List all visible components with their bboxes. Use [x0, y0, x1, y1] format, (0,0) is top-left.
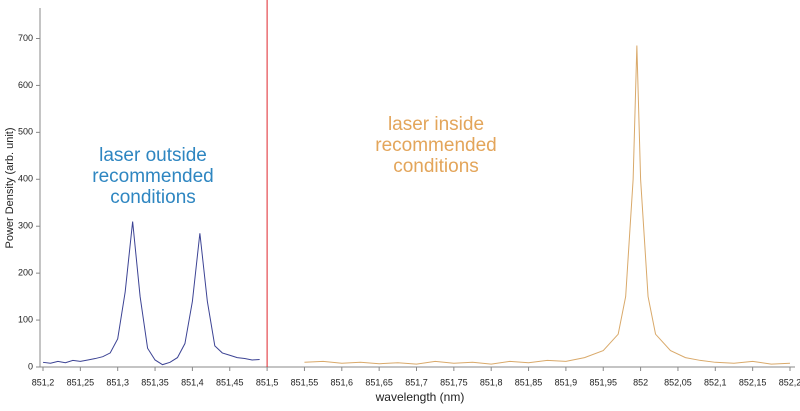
line-series [304, 45, 791, 365]
line-series [42, 221, 260, 366]
x-tick-label: 851,25 [67, 377, 95, 387]
x-tick-label: 851,2 [32, 377, 55, 387]
annotation: recommended [92, 166, 213, 187]
x-tick-label: 851,8 [480, 377, 503, 387]
x-tick-label: 852,2 [779, 377, 800, 387]
x-tick-label: 851,65 [365, 377, 393, 387]
y-tick-label: 500 [18, 127, 33, 137]
x-tick-label: 851,3 [106, 377, 129, 387]
y-tick-label: 600 [18, 80, 33, 90]
y-tick-label: 0 [28, 361, 33, 371]
x-tick-label: 851,55 [291, 377, 319, 387]
x-tick-label: 851,95 [589, 377, 617, 387]
x-tick-label: 851,35 [141, 377, 169, 387]
y-tick-label: 700 [18, 33, 33, 43]
x-tick-label: 851,7 [405, 377, 428, 387]
annotation: laser outside [99, 145, 207, 166]
x-axis-label: wavelength (nm) [375, 390, 465, 404]
x-tick-label: 851,45 [216, 377, 244, 387]
x-tick-label: 851,4 [181, 377, 204, 387]
annotation: conditions [110, 187, 196, 208]
x-tick-label: 851,5 [256, 377, 279, 387]
x-tick-label: 852,1 [704, 377, 727, 387]
annotation: conditions [393, 156, 479, 177]
x-tick-label: 852 [633, 377, 648, 387]
x-tick-label: 851,75 [440, 377, 468, 387]
y-tick-label: 400 [18, 174, 33, 184]
y-tick-label: 200 [18, 268, 33, 278]
y-tick-label: 300 [18, 221, 33, 231]
y-axis-label: Power Density (arb. unit) [4, 127, 16, 248]
annotation: recommended [375, 135, 496, 156]
y-tick-label: 100 [18, 314, 33, 324]
x-tick-label: 851,6 [331, 377, 354, 387]
x-tick-label: 851,9 [555, 377, 578, 387]
x-tick-label: 852,15 [739, 377, 767, 387]
x-tick-label: 851,85 [515, 377, 543, 387]
x-tick-label: 852,05 [664, 377, 692, 387]
annotation: laser inside [388, 114, 484, 135]
